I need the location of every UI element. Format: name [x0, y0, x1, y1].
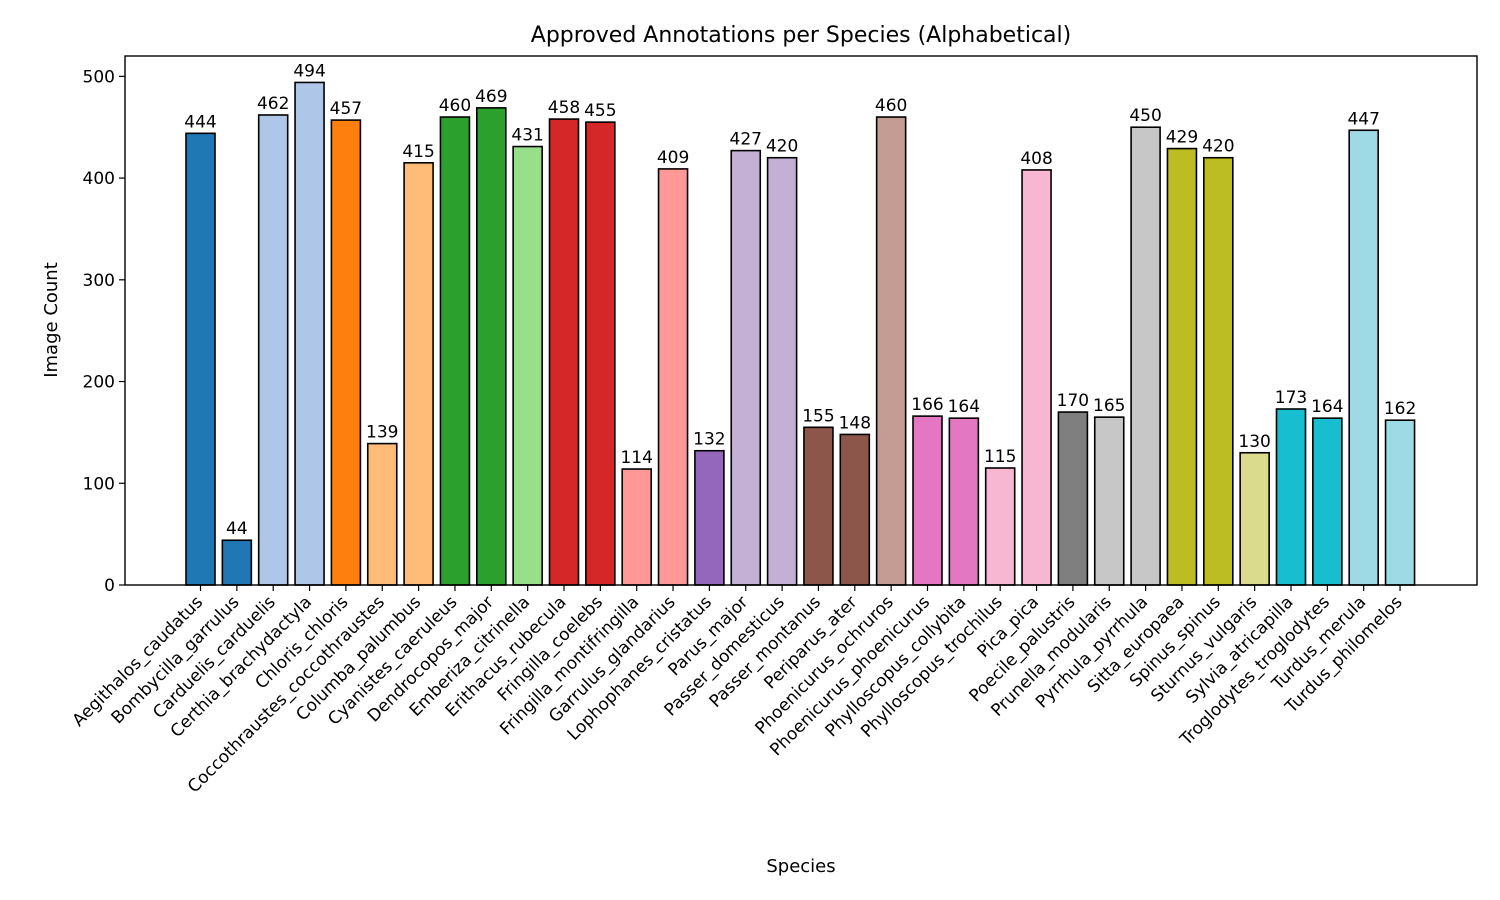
bar-value-label: 130	[1238, 432, 1270, 452]
bar-value-label: 44	[226, 519, 248, 539]
bar-Pica_pica	[1021, 169, 1052, 586]
bars-group	[185, 81, 1416, 586]
bar-value-label: 420	[766, 137, 798, 157]
bar-Prunella_modularis	[1093, 416, 1125, 586]
bar-value-label: 431	[511, 126, 543, 146]
bar-value-label: 114	[620, 448, 652, 468]
bar-Troglodytes_troglodytes	[1312, 417, 1343, 586]
bar-value-label: 408	[1020, 149, 1052, 169]
y-tick-label: 100	[83, 474, 115, 494]
bar-Fringilla_coelebs	[585, 121, 616, 586]
y-axis: 0 100 200 300 400 500	[83, 67, 125, 596]
bar-Turdus_merula	[1348, 129, 1379, 586]
bar-Turdus_philomelos	[1384, 419, 1416, 586]
bar-value-label: 420	[1202, 137, 1234, 157]
bar-Bombycilla_garrulus	[221, 539, 253, 586]
bar-value-label: 162	[1384, 399, 1416, 419]
bar-Poecile_palustris	[1057, 411, 1089, 586]
y-tick-label: 500	[83, 67, 115, 87]
bar-value-label: 447	[1347, 109, 1379, 129]
bar-value-label: 427	[730, 130, 762, 150]
bar-Lophophanes_cristatus	[694, 449, 725, 586]
bar-value-label: 455	[584, 101, 616, 121]
bar-value-label: 462	[257, 94, 289, 114]
x-axis-label: Species	[766, 856, 835, 877]
bar-value-label: 429	[1166, 128, 1198, 148]
bar-Phylloscopus_trochilus	[984, 467, 1016, 586]
bar-Erithacus_rubecula	[548, 118, 580, 586]
bar-Passer_montanus	[803, 426, 834, 586]
bar-Periparus_ater	[839, 433, 871, 586]
bar-Columba_palumbus	[403, 162, 434, 586]
y-axis-label: Image Count	[41, 262, 62, 378]
bar-value-label: 164	[1311, 397, 1343, 417]
bar-value-label: 460	[439, 96, 471, 116]
y-tick-label: 300	[83, 271, 115, 291]
bar-Sitta_europaea	[1166, 147, 1198, 586]
bar-Coccothraustes_coccothraustes	[366, 442, 398, 586]
bar-value-label: 415	[402, 142, 434, 162]
bar-value-label: 165	[1093, 396, 1125, 416]
bar-value-label: 444	[184, 112, 216, 132]
bar-Passer_domesticus	[766, 156, 798, 586]
bar-value-label: 469	[475, 87, 507, 107]
bar-Aegithalos_caudatus	[185, 132, 216, 586]
bar-Spinus_spinus	[1203, 156, 1234, 586]
y-tick-label: 200	[83, 373, 115, 393]
bar-value-label: 457	[330, 99, 362, 119]
bar-Garrulus_glandarius	[657, 168, 689, 586]
bar-Phoenicurus_phoenicurus	[912, 415, 943, 586]
bar-Chloris_chloris	[330, 119, 362, 586]
bar-Emberiza_citrinella	[512, 145, 543, 586]
bar-Pyrrhula_pyrrhula	[1130, 126, 1161, 586]
bar-value-label: 164	[948, 397, 980, 417]
bar-value-label: 148	[839, 413, 871, 433]
plot-frame	[124, 55, 1478, 586]
bar-Sturnus_vulgaris	[1239, 451, 1270, 586]
bar-value-label: 458	[548, 98, 580, 118]
bar-value-label: 170	[1057, 391, 1089, 411]
bar-Dendrocopos_major	[475, 107, 507, 586]
bar-value-label: 460	[875, 96, 907, 116]
y-tick-label: 400	[83, 169, 115, 189]
bar-value-label: 139	[366, 423, 398, 443]
bar-value-label: 155	[802, 406, 834, 426]
bar-value-label: 409	[657, 148, 689, 168]
bar-value-label: 173	[1275, 388, 1307, 408]
bar-value-label: 494	[293, 61, 325, 81]
bar-Phoenicurus_ochruros	[875, 116, 907, 586]
bar-Sylvia_atricapilla	[1275, 408, 1307, 586]
bar-Phylloscopus_collybita	[948, 417, 980, 586]
x-axis: Aegithalos_caudatusBombycilla_garrulusCa…	[69, 585, 1407, 797]
bar-Certhia_brachydactyla	[294, 81, 325, 586]
bar-Parus_major	[730, 149, 762, 586]
bar-value-label: 132	[693, 430, 725, 450]
chart-title: Approved Annotations per Species (Alphab…	[531, 23, 1071, 48]
bar-Fringilla_montifringilla	[621, 468, 653, 586]
bar-value-label: 115	[984, 447, 1016, 467]
bar-Carduelis_carduelis	[257, 114, 289, 586]
bar-value-label: 450	[1129, 106, 1161, 126]
y-tick-label: 0	[104, 576, 115, 596]
bar-Cyanistes_caeruleus	[439, 116, 471, 586]
bar-value-label: 166	[911, 395, 943, 415]
